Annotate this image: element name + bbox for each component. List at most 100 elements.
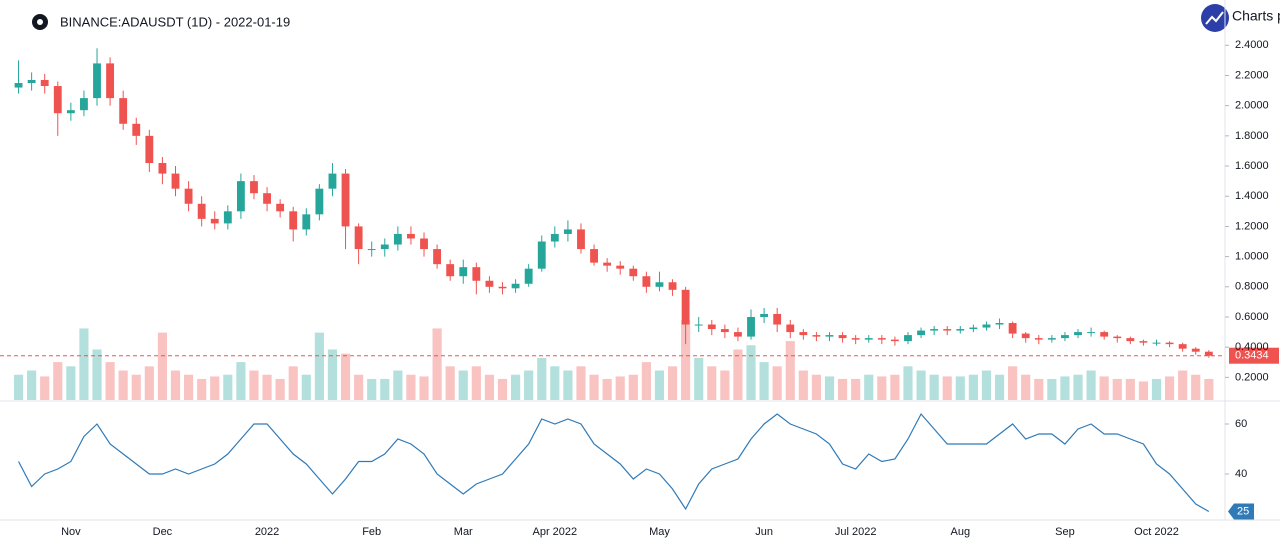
x-tick-label: Apr 2022	[532, 526, 577, 538]
last-price-badge	[1229, 347, 1279, 364]
volume-bar	[798, 370, 808, 400]
brand-logo[interactable]	[1201, 4, 1229, 32]
volume-bar	[354, 374, 364, 400]
candle-body	[956, 329, 965, 331]
volume-bar	[877, 376, 887, 400]
candle-body	[995, 323, 1004, 325]
candle-body	[184, 188, 193, 204]
volume-bar	[1191, 374, 1201, 400]
volume-bar	[327, 349, 338, 400]
volume-bar	[223, 374, 233, 400]
volume-bar	[838, 378, 848, 400]
candle-body	[53, 86, 62, 114]
brand-text: Charts p	[1232, 8, 1280, 24]
y-tick-label: 2.4000	[1235, 39, 1269, 51]
volume-bar	[785, 341, 795, 400]
volume-bar	[733, 349, 743, 400]
candle-body	[14, 83, 23, 88]
candle-body	[328, 173, 337, 189]
y-tick-label: 1.2000	[1235, 220, 1269, 232]
volume-bar	[66, 366, 76, 400]
candle-body	[498, 286, 507, 289]
volume-bar	[942, 376, 952, 400]
candle-body	[943, 329, 952, 331]
candle-body	[1021, 333, 1030, 339]
candle-body	[1126, 338, 1135, 342]
volume-bar	[79, 328, 89, 400]
volume-bar	[184, 374, 194, 400]
candle-body	[1100, 332, 1109, 337]
volume-bar	[118, 370, 128, 400]
volume-bar	[484, 374, 494, 400]
volume-bar	[1086, 370, 1096, 400]
candle-body	[1074, 332, 1082, 336]
volume-bar	[340, 353, 351, 400]
candle-body	[524, 268, 533, 284]
candle-body	[27, 80, 36, 84]
volume-bar	[53, 362, 63, 400]
volume-bar	[131, 374, 141, 400]
volume-bar	[563, 370, 573, 400]
candle-body	[1139, 341, 1148, 343]
symbol-icon-dot	[37, 19, 43, 25]
candle-body	[367, 249, 376, 251]
volume-bar	[746, 345, 756, 400]
volume-bar	[1125, 378, 1135, 400]
x-tick-label: Mar	[454, 526, 473, 538]
candle-body	[420, 238, 428, 250]
candle-body	[590, 249, 598, 263]
x-tick-label: Oct 2022	[1134, 526, 1179, 538]
volume-bar	[314, 332, 324, 400]
volume-bar	[367, 378, 377, 400]
volume-bar	[589, 374, 599, 400]
candle-body	[1152, 342, 1161, 344]
volume-bar	[445, 366, 455, 400]
x-tick-label: Dec	[153, 526, 173, 538]
volume-bar	[681, 320, 691, 400]
candle-body	[93, 63, 101, 99]
x-tick-label: Sep	[1055, 526, 1075, 538]
candle-body	[210, 218, 219, 224]
candle-body	[760, 313, 769, 317]
candle-body	[459, 267, 468, 277]
candle-body	[1034, 338, 1043, 340]
volume-bar	[1099, 376, 1109, 400]
volume-bar	[981, 370, 992, 400]
volume-bar	[1151, 378, 1162, 400]
candle-body	[1061, 335, 1069, 339]
candle-body	[511, 283, 520, 289]
volume-bar	[380, 378, 390, 400]
x-tick-label: Nov	[61, 526, 81, 538]
volume-bar	[1112, 378, 1122, 400]
candle-body	[66, 110, 75, 114]
candle-body	[223, 211, 232, 224]
candle-body	[917, 330, 925, 336]
candle-body	[603, 262, 612, 266]
x-tick-label: Jul 2022	[835, 526, 877, 538]
candle-body	[132, 123, 141, 136]
volume-bar	[406, 374, 416, 400]
candle-body	[694, 324, 703, 326]
y-tick-label: 2.2000	[1235, 69, 1269, 81]
candle-body	[642, 276, 651, 287]
candle-body	[485, 280, 494, 287]
candle-body	[119, 98, 128, 124]
volume-bar	[1060, 376, 1070, 400]
volume-bar	[432, 328, 442, 400]
candle-body	[1191, 348, 1200, 352]
y-tick-label: 0.6000	[1235, 311, 1269, 323]
volume-bar	[1178, 370, 1188, 400]
x-tick-label: 2022	[255, 526, 279, 538]
y-tick-label: 1.0000	[1235, 251, 1269, 263]
x-tick-label: May	[649, 526, 670, 538]
indicator-badge	[1228, 503, 1254, 520]
candle-body	[734, 332, 742, 337]
volume-bar	[890, 374, 900, 400]
candle-body	[904, 335, 912, 342]
y-tick-label: 40	[1235, 468, 1247, 480]
candle-body	[550, 233, 559, 242]
volume-bar	[524, 370, 534, 400]
candle-body	[864, 338, 873, 340]
volume-bar	[641, 362, 651, 400]
candle-body	[969, 327, 978, 330]
